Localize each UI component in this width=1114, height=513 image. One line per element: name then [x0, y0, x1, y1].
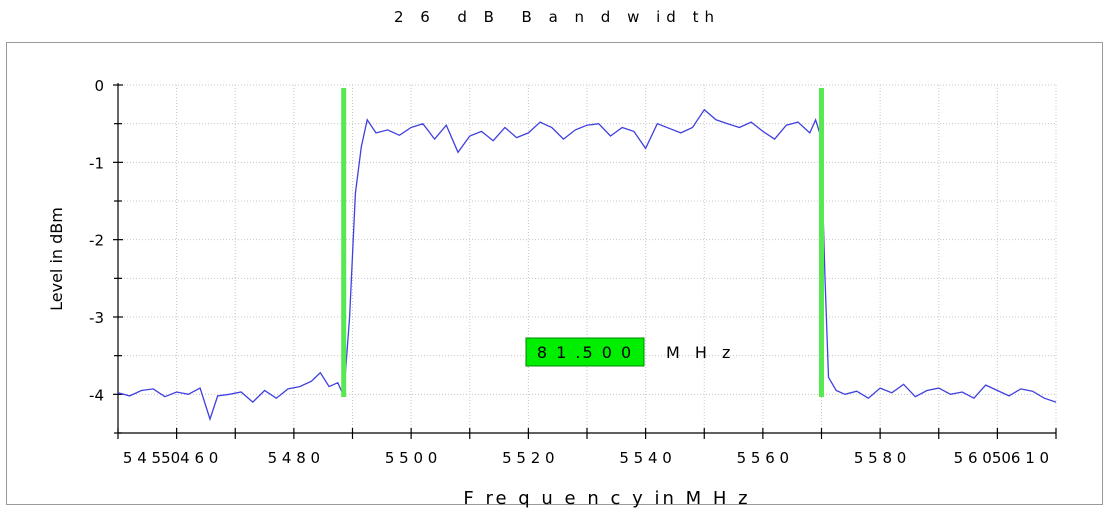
y-tick-label: -4 [89, 386, 104, 404]
x-tick-label: 5 4 5504 6 0 [123, 449, 218, 467]
y-tick-label: 0 [94, 77, 104, 95]
bandwidth-value: 8 1 .5 0 0 [537, 343, 633, 362]
x-tick-label: 5 5 4 0 [619, 449, 671, 467]
y-tick-label: -2 [89, 232, 104, 250]
series-line [117, 108, 1057, 422]
chart-frame [6, 42, 1103, 505]
y-tick-label: -1 [89, 154, 104, 172]
bandwidth-value-box [525, 337, 645, 367]
x-tick-label: 5 5 2 0 [502, 449, 554, 467]
bandwidth-unit: M H z [666, 343, 735, 362]
x-tick-label: 5 4 8 0 [268, 449, 320, 467]
chart-title: 2 6 d B B a n d w id th [394, 8, 720, 26]
x-tick-label: 5 5 0 0 [385, 449, 437, 467]
x-tick-label: 5 6 0506 1 0 [954, 449, 1049, 467]
y-tick-label: -3 [89, 309, 104, 327]
x-tick-label: 5 5 6 0 [737, 449, 789, 467]
x-tick-label: 5 5 8 0 [854, 449, 906, 467]
x-axis-label: F re q u e n c y in M H z [463, 488, 750, 509]
y-axis-label: Level in dBm [47, 207, 66, 311]
